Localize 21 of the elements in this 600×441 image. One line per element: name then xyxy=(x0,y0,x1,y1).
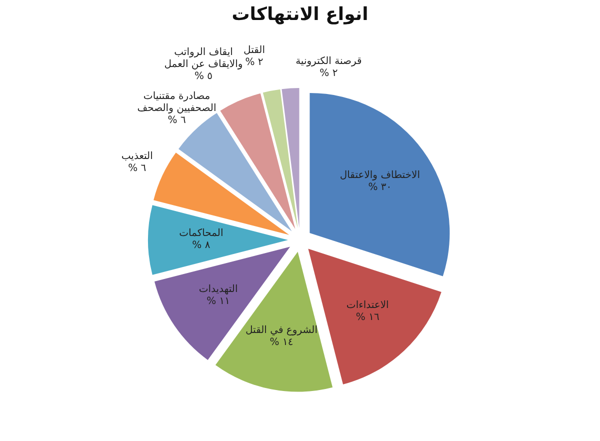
slice-label: الاختطاف والاعتقال xyxy=(340,170,420,182)
slice-label: قرصنة الكترونية xyxy=(296,56,362,68)
slice-label: القتل xyxy=(244,45,266,58)
slice-label: ايقاف الرواتب والايقاف عن العمل xyxy=(164,46,243,70)
data-label: ٦ % xyxy=(127,163,148,176)
chart-title: انواع الانتهاكات xyxy=(230,4,370,25)
slice-label: المحاكمات xyxy=(179,228,224,240)
data-label: ٢ % xyxy=(244,57,264,70)
data-label: ٦ % xyxy=(166,114,187,127)
slice-label: الاعتداءات xyxy=(346,300,389,312)
data-label: ١٤ % xyxy=(268,337,294,350)
slice-label: التعذيب xyxy=(121,151,153,164)
data-label: ٢ % xyxy=(318,68,339,80)
slice-label: مصادرة مقتنيات الصحفيين والصحف xyxy=(136,90,218,115)
data-label: ٣٠ % xyxy=(367,182,393,194)
data-label: ٥ % xyxy=(193,70,214,83)
data-label: ١٦ % xyxy=(354,312,380,324)
slice-label: التهديدات xyxy=(198,284,238,296)
data-label: ١١ % xyxy=(206,296,231,308)
slice-label: الشروع في القتل xyxy=(245,325,318,338)
data-label: ٨ % xyxy=(191,240,212,252)
